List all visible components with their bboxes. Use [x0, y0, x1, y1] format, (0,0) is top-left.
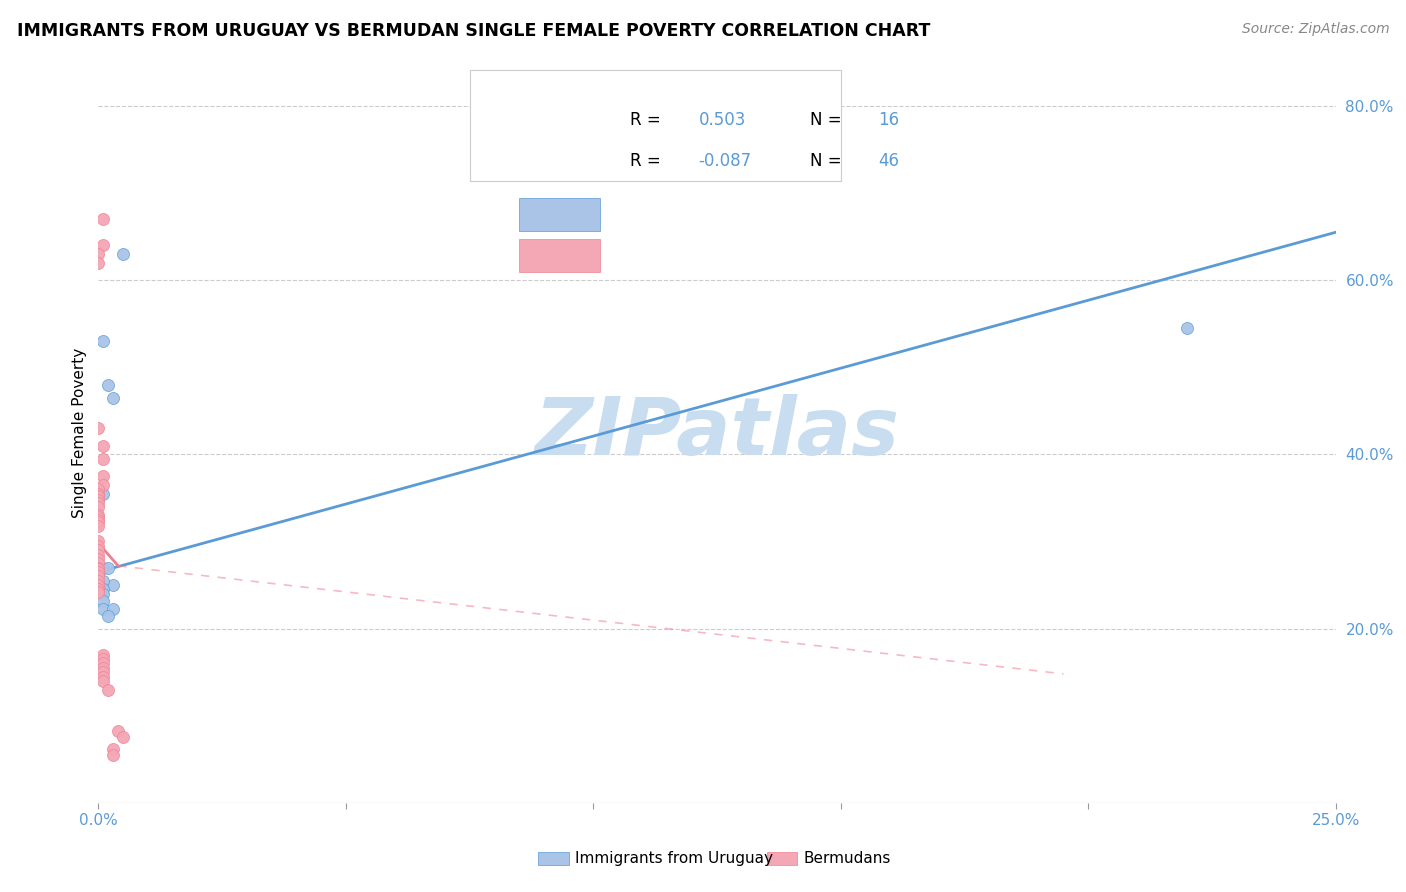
Point	[97, 682, 120, 697]
Point	[1175, 321, 1198, 335]
Point	[103, 747, 125, 762]
Point	[87, 578, 110, 592]
Point	[97, 560, 120, 574]
Point	[103, 741, 125, 756]
Point	[87, 513, 110, 527]
Text: 46: 46	[877, 152, 898, 169]
Point	[103, 602, 125, 616]
Point	[87, 518, 110, 533]
Point	[93, 439, 115, 453]
Text: N =: N =	[810, 111, 846, 128]
FancyBboxPatch shape	[519, 197, 599, 231]
Point	[93, 657, 115, 671]
Point	[93, 486, 115, 500]
Point	[93, 238, 115, 252]
Point	[87, 508, 110, 523]
Point	[87, 486, 110, 500]
Point	[103, 391, 125, 405]
Point	[112, 730, 135, 744]
Text: Bermudans: Bermudans	[804, 851, 891, 866]
Point	[93, 648, 115, 662]
Point	[87, 492, 110, 507]
Point	[93, 469, 115, 483]
Point	[87, 489, 110, 503]
Point	[87, 496, 110, 510]
Text: R =: R =	[630, 111, 666, 128]
Point	[87, 556, 110, 570]
FancyBboxPatch shape	[766, 852, 797, 865]
Point	[87, 552, 110, 566]
Point	[97, 608, 120, 623]
Point	[87, 510, 110, 524]
Point	[93, 602, 115, 616]
Point	[87, 543, 110, 558]
FancyBboxPatch shape	[470, 70, 841, 181]
Text: N =: N =	[810, 152, 846, 169]
Point	[87, 421, 110, 435]
Point	[87, 574, 110, 588]
Point	[93, 665, 115, 680]
Point	[87, 256, 110, 270]
FancyBboxPatch shape	[537, 852, 568, 865]
Point	[103, 578, 125, 592]
Point	[93, 661, 115, 675]
Point	[93, 212, 115, 227]
Point	[87, 569, 110, 583]
Text: ZIPatlas: ZIPatlas	[534, 393, 900, 472]
Text: 16: 16	[877, 111, 898, 128]
Point	[87, 560, 110, 574]
Point	[93, 478, 115, 492]
Text: R =: R =	[630, 152, 666, 169]
Text: Immigrants from Uruguay: Immigrants from Uruguay	[575, 851, 773, 866]
Text: Source: ZipAtlas.com: Source: ZipAtlas.com	[1241, 22, 1389, 37]
Point	[87, 534, 110, 549]
Point	[97, 377, 120, 392]
Point	[107, 724, 129, 739]
Text: 0.503: 0.503	[699, 111, 745, 128]
Text: -0.087: -0.087	[699, 152, 752, 169]
Point	[87, 539, 110, 553]
Point	[87, 585, 110, 599]
Point	[87, 548, 110, 562]
Point	[93, 673, 115, 688]
Point	[87, 247, 110, 261]
Point	[87, 562, 110, 576]
Point	[87, 565, 110, 579]
Text: IMMIGRANTS FROM URUGUAY VS BERMUDAN SINGLE FEMALE POVERTY CORRELATION CHART: IMMIGRANTS FROM URUGUAY VS BERMUDAN SING…	[17, 22, 931, 40]
Point	[93, 669, 115, 683]
FancyBboxPatch shape	[519, 239, 599, 272]
Point	[93, 334, 115, 348]
Point	[93, 587, 115, 601]
Point	[93, 574, 115, 588]
Point	[87, 516, 110, 530]
Point	[93, 593, 115, 607]
Point	[93, 582, 115, 597]
Point	[93, 451, 115, 466]
Point	[112, 247, 135, 261]
Y-axis label: Single Female Poverty: Single Female Poverty	[72, 348, 87, 517]
Point	[93, 560, 115, 574]
Point	[87, 582, 110, 597]
Point	[87, 482, 110, 496]
Point	[87, 500, 110, 514]
Point	[93, 652, 115, 666]
